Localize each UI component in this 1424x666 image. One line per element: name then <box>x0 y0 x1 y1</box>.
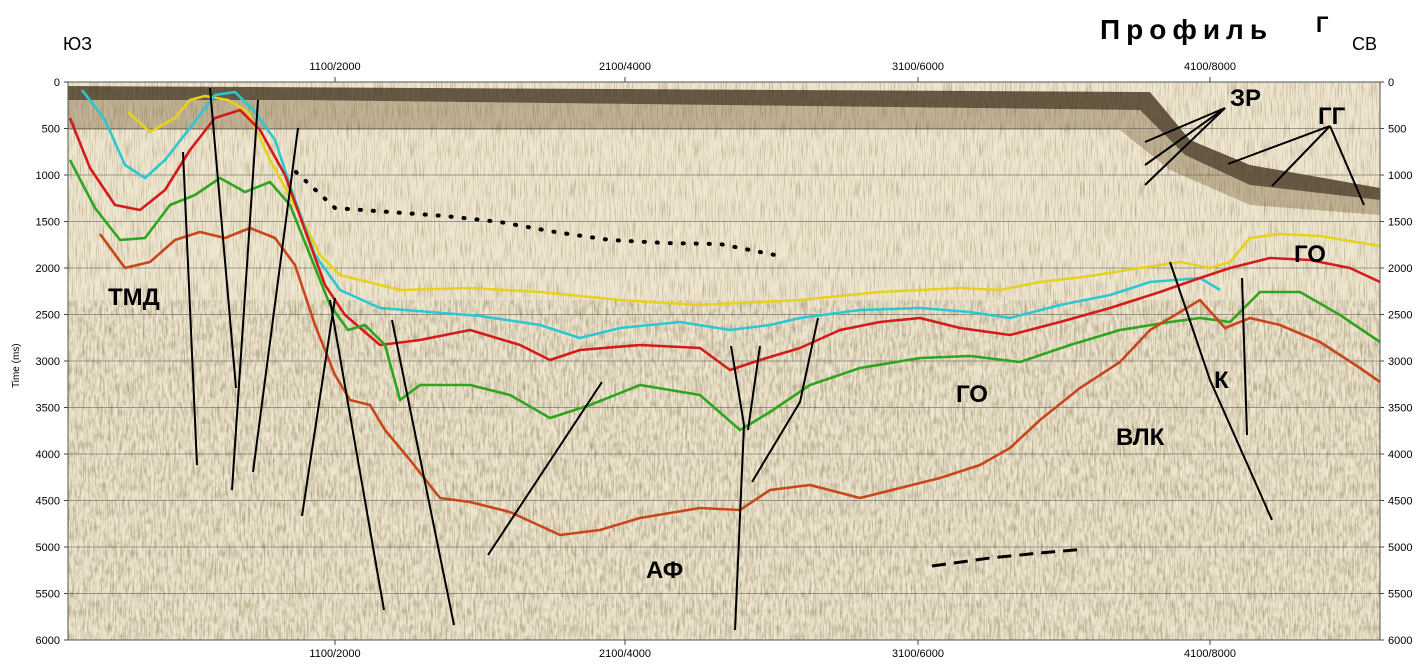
x-tick-label-top: 2100/4000 <box>599 61 651 73</box>
horizons-group <box>68 89 1381 537</box>
fault-line <box>301 297 336 517</box>
fault-line <box>1241 277 1248 436</box>
y-tick-label: 5500 <box>36 589 60 601</box>
faults-group <box>182 87 1273 631</box>
fault-line <box>182 151 198 466</box>
label-k: К <box>1214 367 1229 394</box>
profile-title-suffix: Г <box>1316 12 1329 37</box>
fault-line <box>751 317 819 483</box>
y-tick-label-right: 1000 <box>1388 170 1412 182</box>
horizon-red <box>68 108 1381 372</box>
x-tick-label-bottom: 2100/4000 <box>599 648 651 660</box>
y-tick-label: 1500 <box>36 217 60 229</box>
y-ticks-left: 0 500 1000 1500 2000 2500 3000 3500 4000 4500 5000… <box>36 77 68 647</box>
label-vlk: ВЛК <box>1116 424 1165 451</box>
fault-line <box>252 127 299 473</box>
y-tick-label-right: 6000 <box>1388 635 1412 647</box>
horizon-yellow <box>127 94 1381 307</box>
x-tick-label-top: 4100/8000 <box>1184 61 1236 73</box>
y-tick-label-right: 4500 <box>1388 496 1412 508</box>
y-tick-label: 3000 <box>36 356 60 368</box>
label-go-right: ГО <box>1294 241 1326 268</box>
x-ticks-bottom: 1100/2000 2100/4000 3100/6000 4100/8000 <box>309 640 1236 660</box>
label-go-center: ГО <box>956 381 988 408</box>
fault-line <box>730 345 746 631</box>
x-tick-label-bottom: 4100/8000 <box>1184 648 1236 660</box>
seismic-texture-deep <box>68 300 1380 640</box>
y-tick-label: 5000 <box>36 542 60 554</box>
y-tick-label-right: 5500 <box>1388 589 1412 601</box>
fault-line <box>391 319 455 626</box>
direction-left-label: ЮЗ <box>63 34 93 54</box>
y-tick-label: 2500 <box>36 310 60 322</box>
x-tick-label-bottom: 1100/2000 <box>309 648 360 660</box>
y-tick-label-right: 5000 <box>1388 542 1412 554</box>
x-tick-label-top: 3100/6000 <box>892 61 944 73</box>
y-tick-label: 3500 <box>36 403 60 415</box>
y-tick-label-right: 500 <box>1388 124 1406 136</box>
fault-line <box>487 381 603 556</box>
y-tick-label: 0 <box>54 77 60 89</box>
y-tick-label: 500 <box>42 124 60 136</box>
y-ticks-right: 0 500 1000 1500 2000 2500 3000 3500 4000 4500 5000… <box>1380 77 1412 647</box>
horizon-green <box>68 159 1381 432</box>
y-tick-label-right: 2500 <box>1388 310 1412 322</box>
label-zr: ЗР <box>1230 85 1261 112</box>
fault-line <box>209 87 237 389</box>
dashed-reflector-line <box>931 547 1086 568</box>
y-tick-label-right: 0 <box>1388 77 1394 89</box>
fault-line <box>231 99 259 491</box>
x-tick-label-top: 1100/2000 <box>309 61 360 73</box>
y-tick-label-right: 1500 <box>1388 217 1412 229</box>
profile-title: Профиль <box>1100 14 1274 45</box>
y-tick-label: 4500 <box>36 496 60 508</box>
dotted-reflector-line <box>294 170 782 258</box>
zr-arrows <box>1144 107 1365 206</box>
label-tmd: ТМД <box>108 284 160 311</box>
y-tick-label-right: 2000 <box>1388 263 1412 275</box>
label-gg: ГГ <box>1318 103 1346 130</box>
fault-line <box>329 299 385 611</box>
y-tick-label: 2000 <box>36 263 60 275</box>
y-tick-label-right: 3000 <box>1388 356 1412 368</box>
x-tick-label-bottom: 3100/6000 <box>892 648 944 660</box>
fault-line <box>747 345 761 431</box>
y-tick-label: 4000 <box>36 449 60 461</box>
direction-right-label: СВ <box>1352 34 1378 54</box>
y-tick-label-right: 4000 <box>1388 449 1412 461</box>
y-tick-label: 1000 <box>36 170 60 182</box>
y-tick-label-right: 3500 <box>1388 403 1412 415</box>
horizon-cyan <box>80 89 1221 340</box>
x-ticks-top: 1100/2000 2100/4000 3100/6000 4100/8000 <box>309 61 1236 82</box>
y-tick-label: 6000 <box>36 635 60 647</box>
label-af: АФ <box>646 557 683 584</box>
horizon-orange <box>98 226 1381 537</box>
fault-line <box>1169 261 1273 521</box>
